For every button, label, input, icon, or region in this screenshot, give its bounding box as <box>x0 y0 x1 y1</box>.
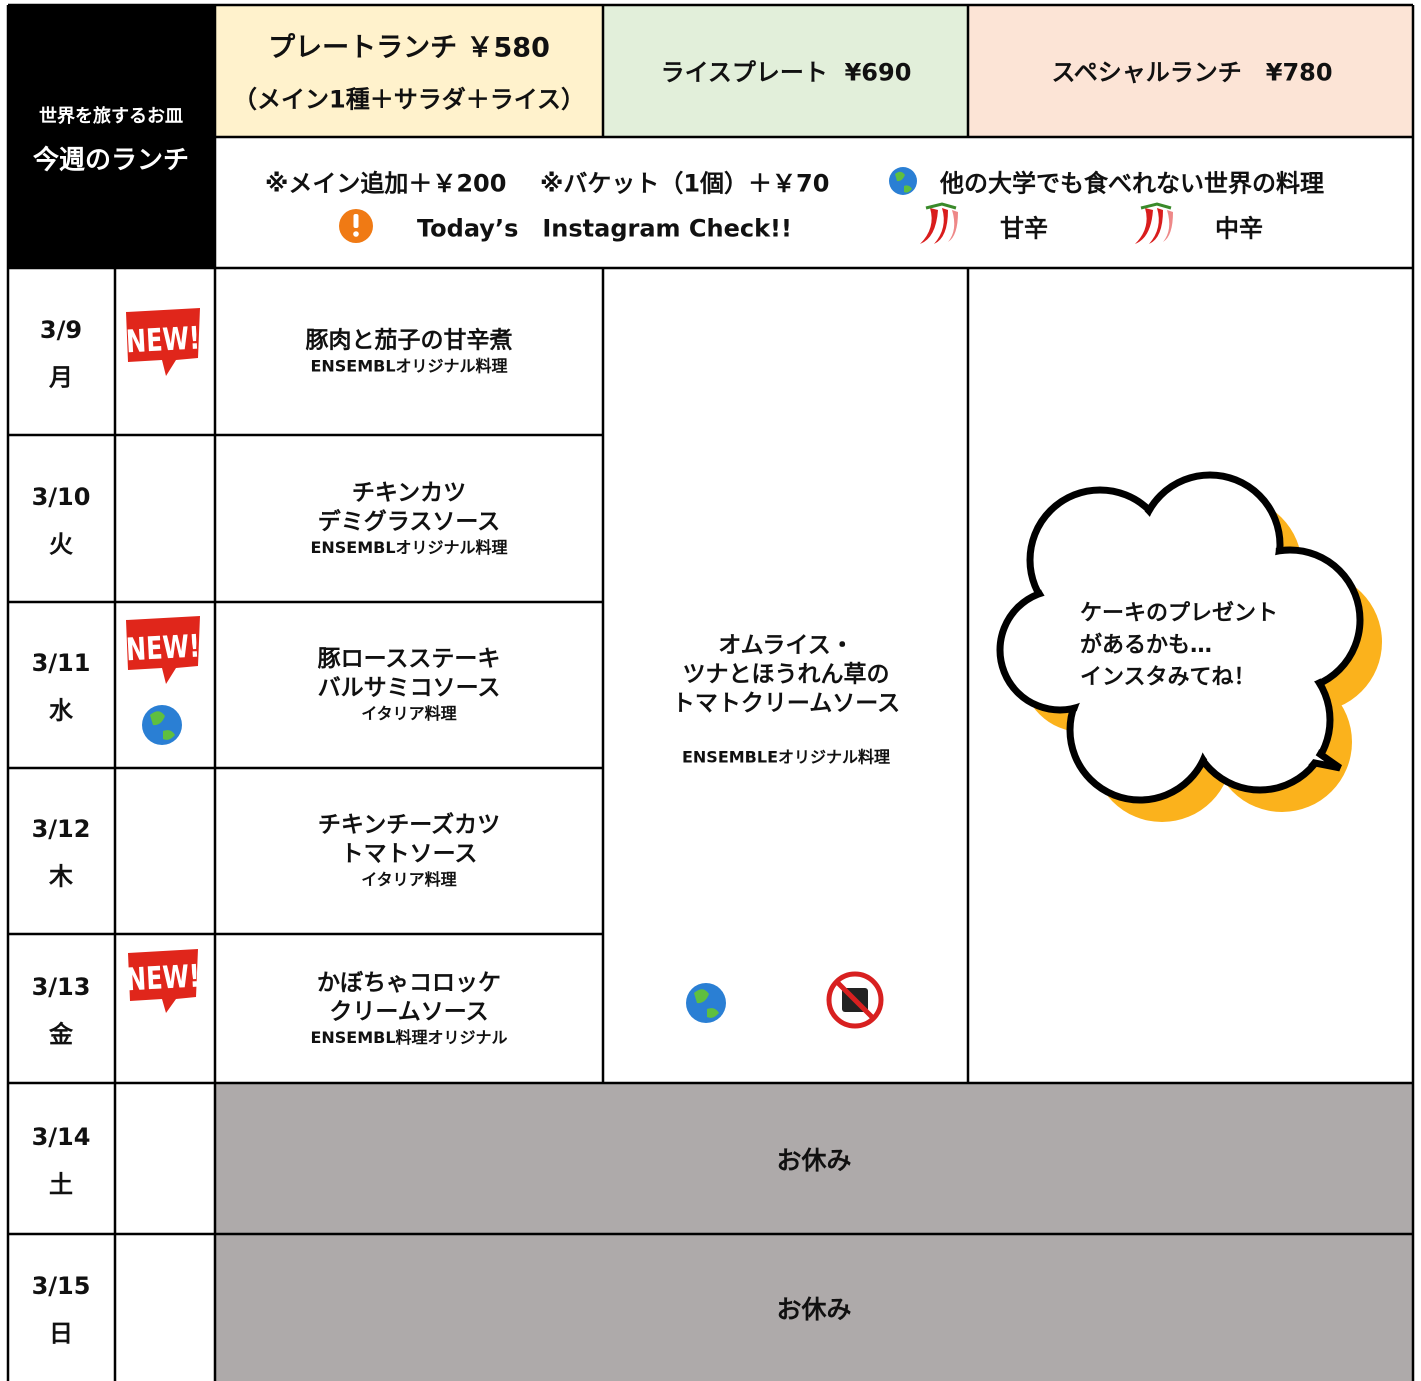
weekday: 火 <box>49 530 73 558</box>
special-header <box>968 5 1413 137</box>
dish: 豚肉と茄子の甘辛煮 ENSEMBLオリジナル料理 <box>306 326 513 377</box>
note: 他の大学でも食べれない世界の料理 <box>940 169 1324 198</box>
menu-detail: （メイン1種＋サラダ＋ライス） <box>233 85 585 114</box>
dish-line: デミグラスソース <box>317 508 501 535</box>
menu-name: スペシャルランチ ¥780 <box>1051 58 1333 87</box>
subtitle: 世界を旅するお皿 <box>39 106 183 127</box>
dish-line: クリームソース <box>329 998 489 1025</box>
header-black <box>8 5 215 268</box>
dish-line: バルサミコソース <box>317 675 501 701</box>
dish-line: ツナとほうれん草の <box>682 661 890 688</box>
date: 3/10 <box>31 482 91 511</box>
weekday: 金 <box>49 1020 73 1048</box>
date: 3/14 <box>31 1122 91 1151</box>
note: ※メイン追加＋￥200 <box>265 169 507 198</box>
special-line: ケーキのプレゼント <box>1080 601 1279 626</box>
dish-origin: イタリア料理 <box>361 704 457 723</box>
note: 中辛 <box>1215 214 1263 243</box>
closed: お休み <box>776 1294 852 1324</box>
dish-line: チキンチーズカツ <box>317 812 501 838</box>
holiday-bg <box>215 1083 1413 1381</box>
plate-header <box>215 5 603 137</box>
dish: チキンチーズカツ トマトソースイタリア料理 <box>318 811 500 891</box>
closed: お休み <box>776 1145 852 1175</box>
dish-origin: ENSEMBLEオリジナル料理 <box>681 747 891 767</box>
weekday: 日 <box>49 1319 73 1347</box>
new-badge: NEW! <box>125 957 201 999</box>
weekday: 木 <box>49 862 73 891</box>
dish-origin: ENSEMBLオリジナル料理 <box>310 356 508 375</box>
dish-origin: イタリア料理 <box>361 870 457 889</box>
dish-line: チキンカツ <box>351 479 467 506</box>
title: 今週のランチ <box>32 145 190 176</box>
new-badge: NEW! <box>125 627 201 669</box>
dish-line: かぼちゃコロッケ <box>317 969 501 996</box>
dish-origin: ENSEMBL料理オリジナル <box>310 1027 508 1047</box>
new-badge: NEW! <box>125 319 201 361</box>
special-line: インスタみてね！ <box>1080 665 1256 690</box>
weekday: 月 <box>49 363 73 391</box>
date: 3/12 <box>31 815 91 843</box>
dish: 豚ロースステーキ バルサミコソースイタリア料理 <box>318 645 501 725</box>
date: 3/11 <box>31 649 91 677</box>
dish-origin: ENSEMBLオリジナル料理 <box>310 537 508 557</box>
dish-line: トマトソース <box>340 841 478 867</box>
dish-line: トマトクリームソース <box>671 690 901 717</box>
weekday: 水 <box>49 696 73 725</box>
date: 3/13 <box>31 972 91 1001</box>
note: ※バケット（1個）＋￥70 <box>540 169 830 198</box>
note: 甘辛 <box>1000 214 1048 243</box>
special-text: ケーキのプレゼント があるかも… インスタみてね！ <box>1080 598 1278 694</box>
dish-line: 豚肉と茄子の甘辛煮 <box>305 327 513 353</box>
note: Today’s Instagram Check!! <box>417 214 792 243</box>
menu-name: ライスプレート ¥690 <box>660 58 912 87</box>
dish: チキンカツ デミグラスソース ENSEMBLオリジナル料理 <box>310 479 507 559</box>
rice-plate: オムライス・ ツナとほうれん草の トマトクリームソース ENSEMBLEオリジナ… <box>672 632 900 769</box>
special-line: があるかも… <box>1080 633 1213 658</box>
dish-line: オムライス・ <box>718 632 854 659</box>
date: 3/15 <box>31 1271 91 1300</box>
dish: かぼちゃコロッケ クリームソース ENSEMBL料理オリジナル <box>310 969 507 1049</box>
dish-line: 豚ロースステーキ <box>317 646 501 672</box>
menu-name: プレートランチ ￥580 <box>268 32 550 64</box>
date: 3/9 <box>39 315 83 344</box>
weekday: 土 <box>49 1170 73 1198</box>
rice-header <box>603 5 968 137</box>
